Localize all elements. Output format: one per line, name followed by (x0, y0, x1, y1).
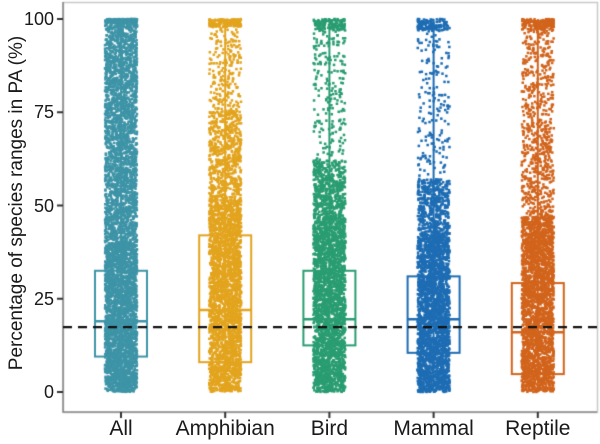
x-category-label-bird: Bird (310, 417, 349, 440)
y-tick-label-50: 50 (33, 195, 54, 216)
y-tick-label-25: 25 (33, 288, 54, 309)
x-category-label-amphibian: Amphibian (175, 417, 275, 440)
x-category-label-all: All (109, 417, 133, 440)
y-tick-label-100: 100 (23, 9, 54, 29)
x-category-label-reptile: Reptile (505, 417, 571, 440)
y-tick-label-75: 75 (33, 102, 54, 123)
x-category-label-mammal: Mammal (393, 417, 474, 440)
y-tick-label-0: 0 (43, 382, 54, 402)
